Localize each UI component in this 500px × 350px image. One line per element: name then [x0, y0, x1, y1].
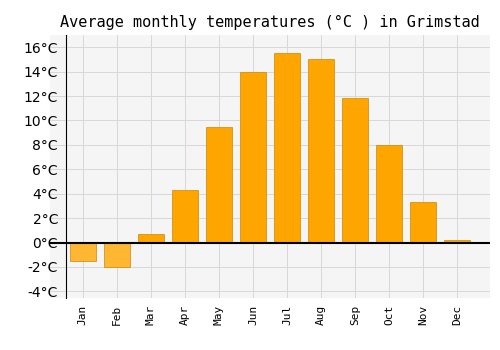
Bar: [172, 190, 198, 243]
Bar: [376, 145, 402, 243]
Bar: [240, 72, 266, 243]
Bar: [104, 243, 130, 267]
Bar: [274, 53, 300, 243]
Bar: [444, 240, 470, 243]
Title: Average monthly temperatures (°C ) in Grimstad: Average monthly temperatures (°C ) in Gr…: [60, 15, 480, 30]
Bar: [410, 202, 436, 243]
Bar: [308, 60, 334, 243]
Bar: [206, 127, 232, 243]
Bar: [70, 243, 96, 261]
Bar: [342, 98, 368, 243]
Bar: [138, 234, 164, 243]
